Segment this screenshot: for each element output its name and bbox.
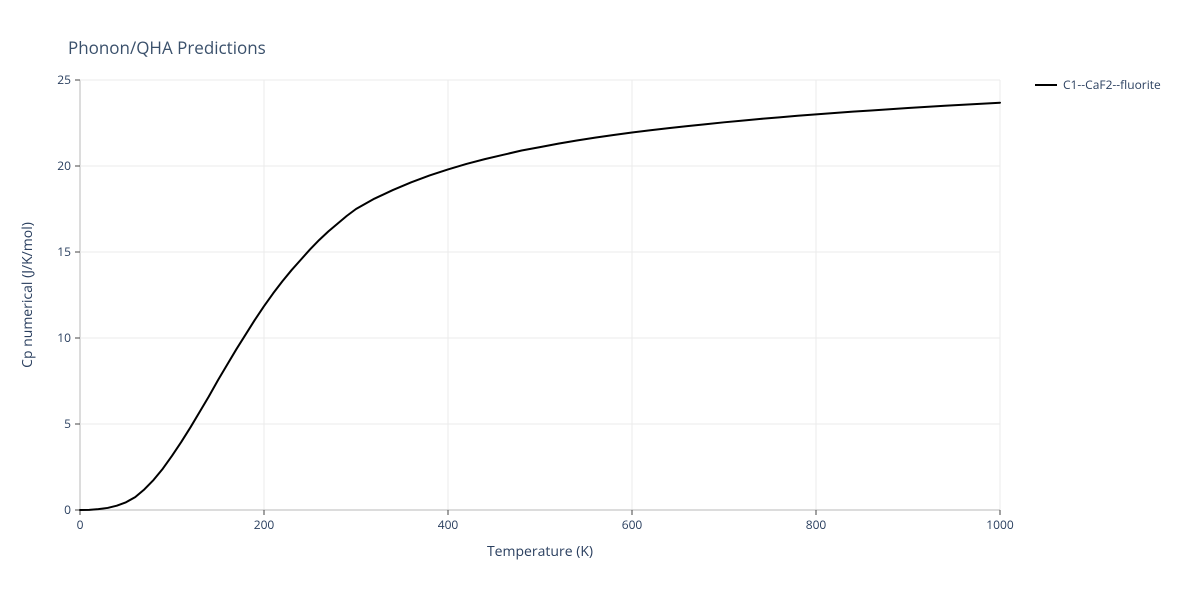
legend-label[interactable]: C1--CaF2--fluorite [1063,76,1161,93]
y-tick-label: 15 [57,243,71,260]
x-axis-label: Temperature (K) [487,542,593,561]
x-tick-label: 400 [438,516,459,533]
y-tick-label: 20 [57,157,71,174]
y-axis-label: Cp numerical (J/K/mol) [18,222,37,368]
series-line[interactable] [80,103,1000,510]
y-tick-label: 5 [64,415,71,432]
line-chart: 0 200 400 600 800 1000 0 5 10 15 20 25 Temperature (… [0,0,1200,600]
x-tick-label: 0 [77,516,84,533]
y-tick-label: 25 [57,71,71,88]
y-tick-label: 0 [64,501,71,518]
x-tick-label: 200 [254,516,275,533]
x-tick-label: 1000 [986,516,1014,533]
x-tick-label: 600 [622,516,643,533]
x-tick-label: 800 [806,516,827,533]
chart-title: Phonon/QHA Predictions [68,36,266,59]
y-tick-label: 10 [57,329,71,346]
